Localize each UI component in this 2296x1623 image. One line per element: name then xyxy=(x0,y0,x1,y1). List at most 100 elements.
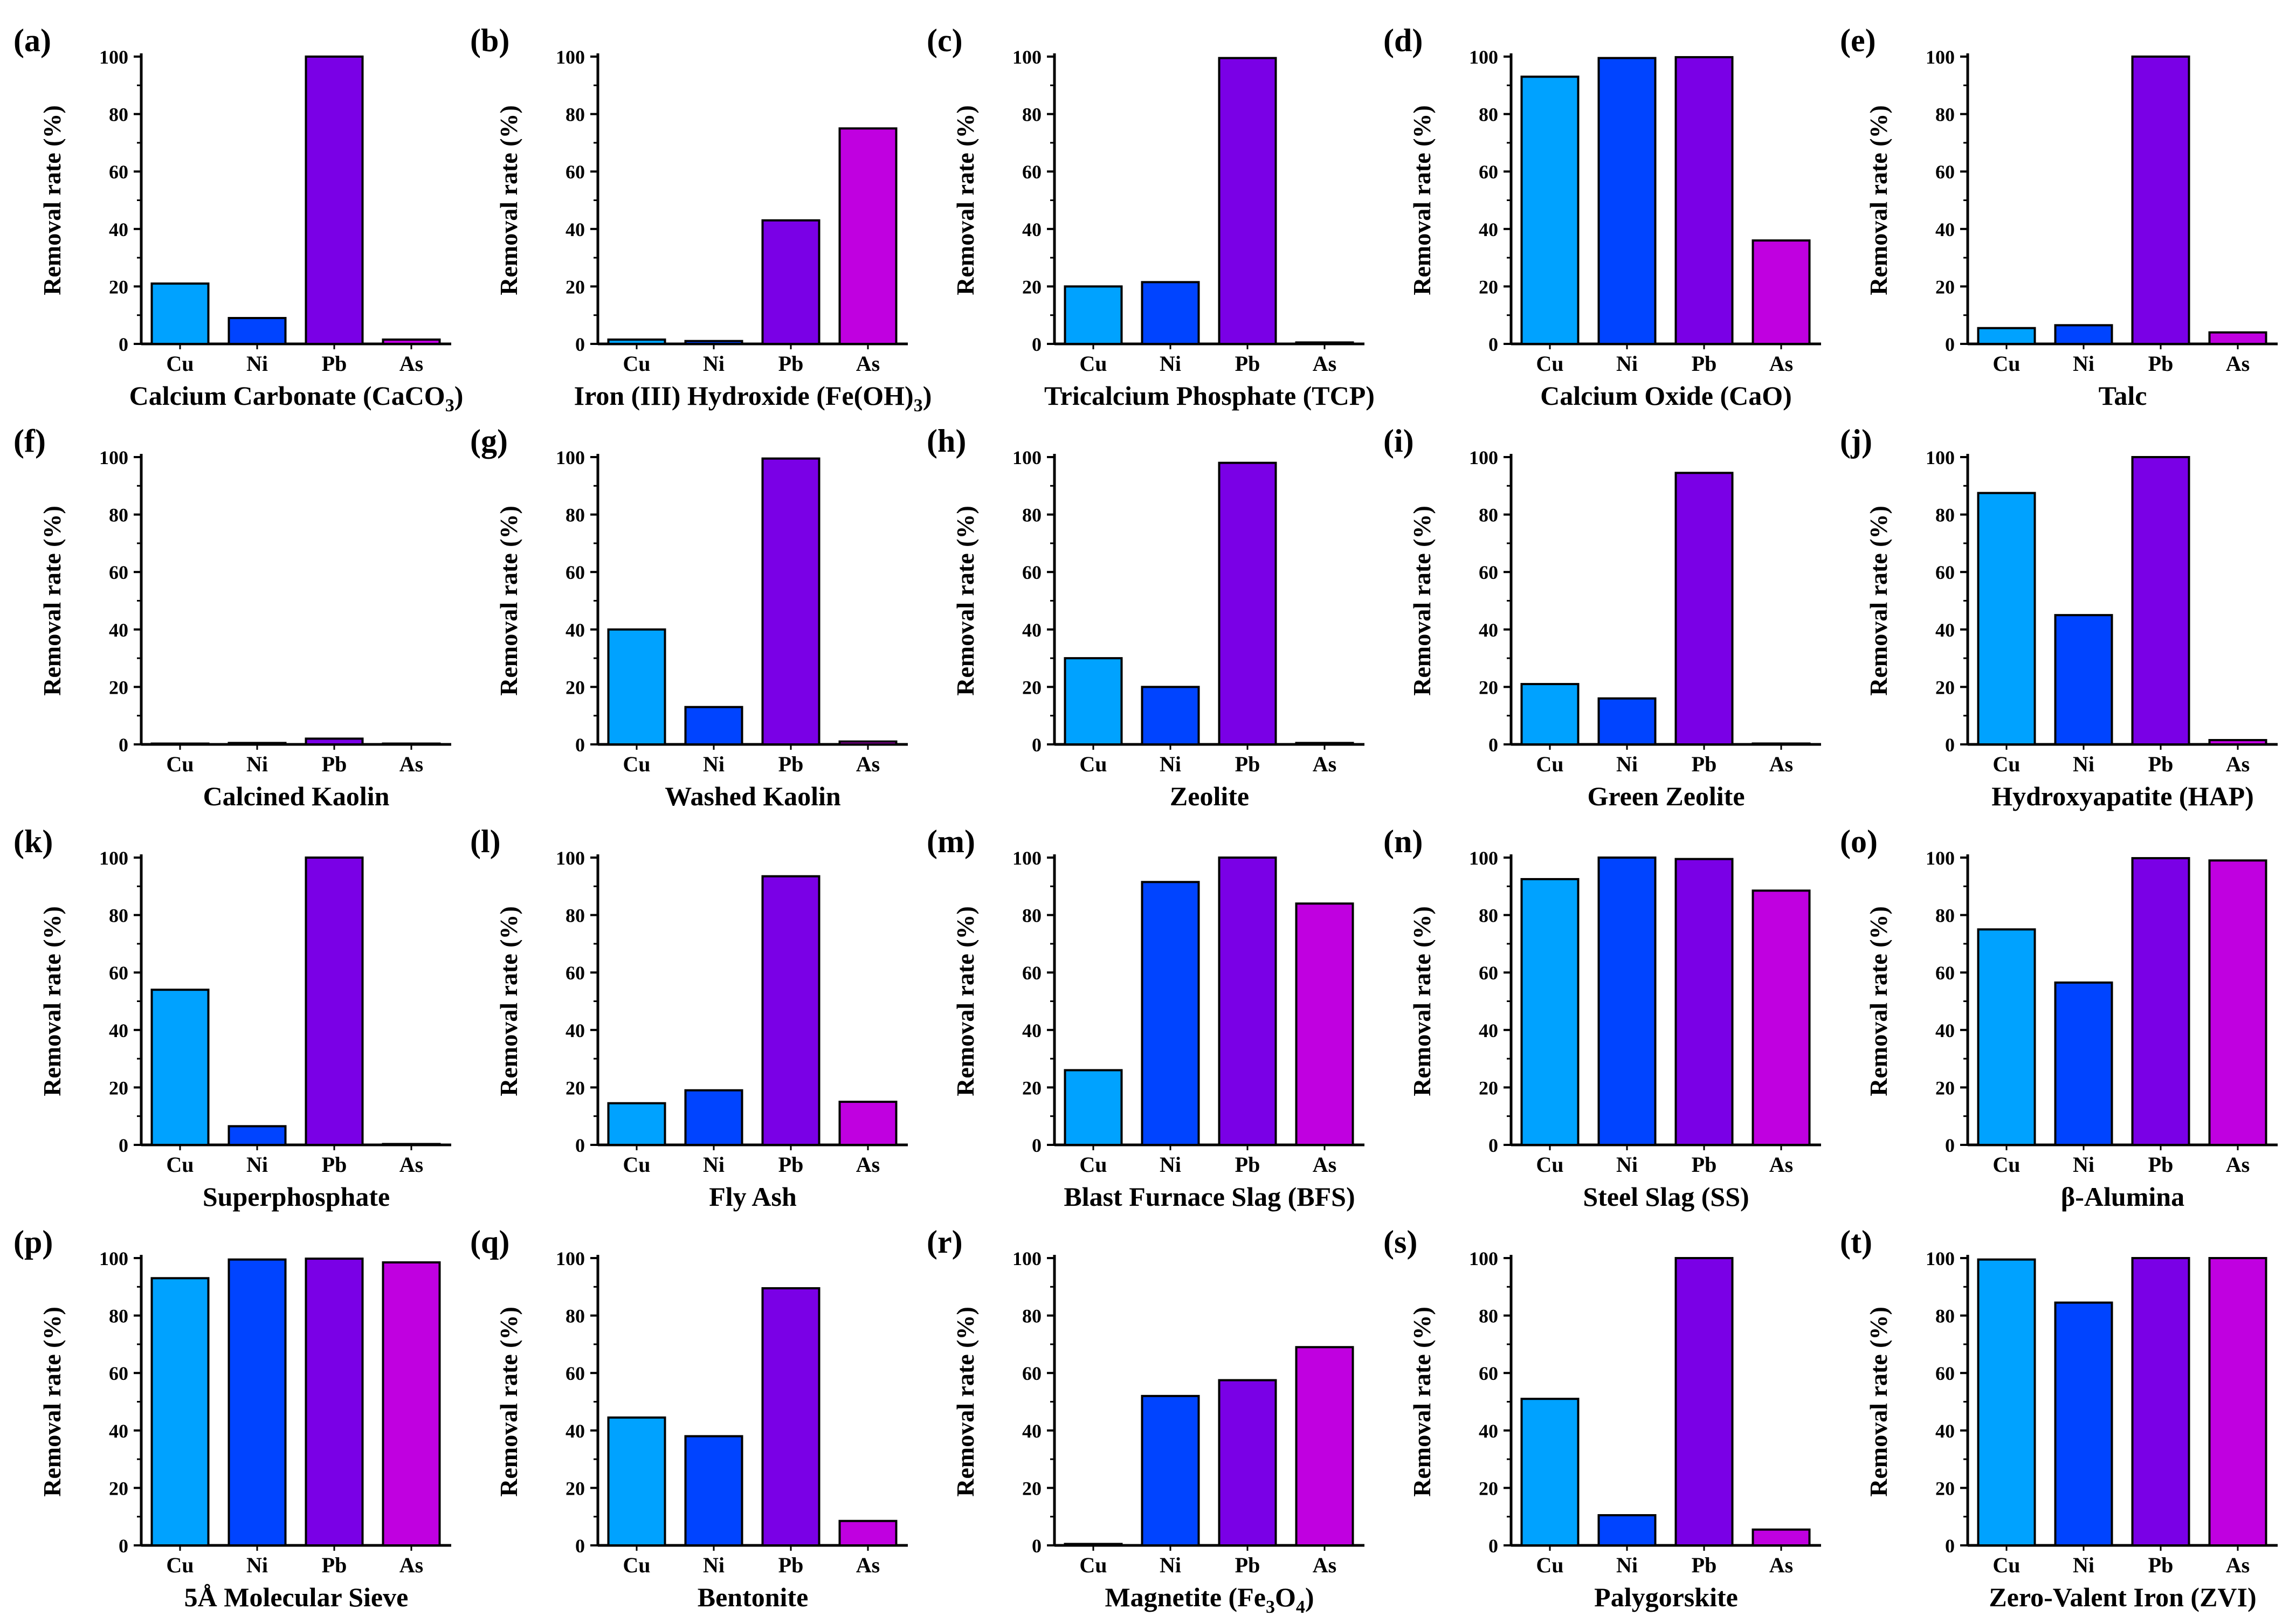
x-tick-label: Pb xyxy=(2148,1152,2174,1177)
y-tick-label: 60 xyxy=(109,1363,128,1384)
chart-title: Green Zeolite xyxy=(1587,781,1745,811)
y-tick-label: 100 xyxy=(1469,46,1498,68)
y-tick-label: 60 xyxy=(566,1363,585,1384)
bar-as xyxy=(1752,742,1811,746)
x-tick-label: Cu xyxy=(1536,752,1563,776)
y-tick-label: 40 xyxy=(566,1420,585,1442)
x-tick-label: As xyxy=(1313,351,1336,376)
chart-title-title-mid: O xyxy=(1275,1582,1296,1612)
y-tick-label: 0 xyxy=(575,1135,585,1156)
chart-title-title: Zero-Valent Iron (ZVI) xyxy=(1989,1582,2256,1612)
chart-title: 5Å Molecular Sieve xyxy=(184,1582,409,1612)
bar-cu xyxy=(1977,492,2036,745)
y-tick-label: 40 xyxy=(109,219,128,240)
chart-title-title: Washed Kaolin xyxy=(665,781,841,811)
chart-panel-l: 0 20 40 60 80 100 Removal rate (%) Cu Ni Pb As (l) F… xyxy=(470,824,908,1212)
chart-title: Zeolite xyxy=(1170,781,1249,811)
bar-ni xyxy=(1597,857,1657,1146)
y-tick-label: 40 xyxy=(1479,219,1498,240)
y-tick-label: 20 xyxy=(1479,676,1498,698)
bar-cu xyxy=(1064,657,1123,745)
x-tick-label: Ni xyxy=(1616,1152,1638,1177)
chart-title-title-sub: 3 xyxy=(914,396,923,416)
chart-title: Washed Kaolin xyxy=(665,781,841,811)
x-tick-label: Ni xyxy=(1160,1553,1181,1577)
y-axis-title: Removal rate (%) xyxy=(495,1307,522,1497)
x-tick-label: Cu xyxy=(1079,1553,1107,1577)
bar-as xyxy=(838,1520,898,1547)
chart-title-title: Bentonite xyxy=(698,1582,809,1612)
y-axis-title: Removal rate (%) xyxy=(1865,1307,1892,1497)
y-tick-label: 60 xyxy=(1022,161,1042,183)
y-tick-label: 80 xyxy=(1935,505,1955,526)
x-tick-label: As xyxy=(856,1152,880,1177)
chart-title: Calcium Oxide (CaO) xyxy=(1540,381,1792,411)
y-tick-label: 100 xyxy=(556,46,585,68)
x-tick-label: As xyxy=(2226,351,2250,376)
y-tick-label: 100 xyxy=(1926,847,1955,869)
y-tick-label: 0 xyxy=(1032,734,1042,756)
x-tick-label: Pb xyxy=(322,752,347,776)
y-axis-title: Removal rate (%) xyxy=(38,906,66,1096)
panel-label: (c) xyxy=(927,23,963,58)
y-tick-label: 100 xyxy=(1469,847,1498,869)
chart-title: Steel Slag (SS) xyxy=(1583,1182,1749,1212)
bar-as xyxy=(382,742,441,745)
x-tick-label: As xyxy=(1769,752,1793,776)
bar-as xyxy=(2208,739,2267,746)
x-tick-label: Ni xyxy=(246,1553,268,1577)
bar-pb xyxy=(2131,857,2190,1147)
y-tick-label: 80 xyxy=(1479,104,1498,126)
chart-panel-i: 0 20 40 60 80 100 Removal rate (%) Cu Ni Pb As (i) G… xyxy=(1383,423,1821,811)
x-tick-label: Pb xyxy=(778,1553,804,1577)
x-tick-label: As xyxy=(399,1152,423,1177)
chart-title: Bentonite xyxy=(698,1582,809,1612)
y-tick-label: 0 xyxy=(1488,334,1498,355)
y-tick-label: 100 xyxy=(99,847,128,869)
chart-panel-p: 0 20 40 60 80 100 Removal rate (%) Cu Ni Pb As (p) 5… xyxy=(13,1224,451,1612)
bar-pb xyxy=(1218,857,1277,1146)
x-tick-label: Pb xyxy=(1235,1553,1260,1577)
bar-cu xyxy=(150,989,210,1147)
bar-ni xyxy=(684,706,743,745)
y-axis-title: Removal rate (%) xyxy=(1408,1307,1436,1497)
chart-title-title: Zeolite xyxy=(1170,781,1249,811)
y-tick-label: 40 xyxy=(566,219,585,240)
y-tick-label: 0 xyxy=(1945,334,1955,355)
bar-pb xyxy=(761,1287,821,1547)
x-tick-label: Cu xyxy=(166,1152,194,1177)
y-tick-label: 0 xyxy=(1488,1135,1498,1156)
bar-pb xyxy=(761,219,821,345)
y-axis-title: Removal rate (%) xyxy=(38,506,66,696)
y-tick-label: 20 xyxy=(566,1477,585,1499)
y-tick-label: 40 xyxy=(566,619,585,641)
chart-title-title: Talc xyxy=(2099,381,2147,411)
x-tick-label: As xyxy=(399,1553,423,1577)
bar-pb xyxy=(1674,56,1734,346)
y-tick-label: 80 xyxy=(1022,104,1042,126)
y-tick-label: 60 xyxy=(1022,562,1042,583)
x-tick-label: Cu xyxy=(623,1553,650,1577)
x-tick-label: Cu xyxy=(1992,351,2020,376)
y-tick-label: 60 xyxy=(1479,562,1498,583)
chart-title: Magnetite (Fe3O4) xyxy=(1105,1582,1314,1617)
y-tick-label: 40 xyxy=(1935,219,1955,240)
bar-ni xyxy=(2054,1301,2113,1546)
chart-panel-t: 0 20 40 60 80 100 Removal rate (%) Cu Ni Pb As (t) Z… xyxy=(1840,1224,2278,1612)
y-tick-label: 100 xyxy=(1926,1248,1955,1269)
bar-as xyxy=(1295,902,1354,1147)
y-tick-label: 0 xyxy=(119,1135,128,1156)
y-tick-label: 100 xyxy=(1012,847,1042,869)
x-tick-label: Pb xyxy=(1235,351,1260,376)
chart-panel-k: 0 20 40 60 80 100 Removal rate (%) Cu Ni Pb As (k) S… xyxy=(13,824,451,1212)
x-tick-label: Ni xyxy=(1160,1152,1181,1177)
x-tick-label: Ni xyxy=(2073,1553,2094,1577)
bar-cu xyxy=(1520,878,1580,1146)
chart-panel-h: 0 20 40 60 80 100 Removal rate (%) Cu Ni Pb As (h) Z… xyxy=(927,423,1364,811)
x-tick-label: Ni xyxy=(1616,1553,1638,1577)
y-tick-label: 0 xyxy=(1945,734,1955,756)
x-tick-label: Ni xyxy=(2073,351,2094,376)
bar-as xyxy=(838,1101,898,1147)
chart-title: Palygorskite xyxy=(1594,1582,1738,1612)
